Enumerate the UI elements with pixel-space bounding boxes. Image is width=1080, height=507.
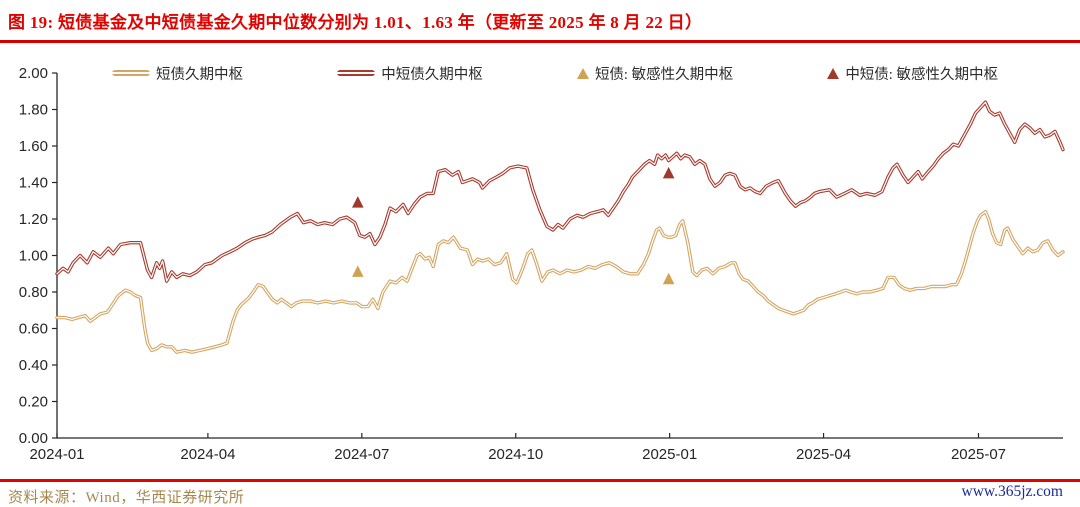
series-line-core [56, 101, 1064, 282]
mid-triangle-marker-icon [827, 67, 840, 79]
header-rule [0, 40, 1080, 43]
mid-line-marker-icon [337, 70, 376, 76]
short-triangle-marker-icon [576, 67, 589, 79]
x-tick-label: 2024-01 [29, 446, 84, 463]
x-tick-label: 2025-04 [796, 446, 851, 463]
axis-lines [56, 73, 1063, 439]
y-tick-label: 0.40 [19, 357, 48, 374]
y-tick-label: 1.00 [19, 248, 48, 265]
series-line-core [56, 211, 1064, 353]
y-tick-label: 2.00 [19, 65, 48, 82]
legend-item-mid-duration: 中短债久期中枢 [337, 63, 483, 84]
legend-label: 中短债久期中枢 [381, 66, 483, 83]
x-tick-label: 2024-04 [180, 446, 235, 463]
short-line-marker-icon [112, 70, 150, 76]
chart-legend: 短债久期中枢 中短债久期中枢 短债: 敏感性久期中枢 中短债: 敏感性久期中枢 [112, 63, 998, 83]
y-tick-label: 1.20 [19, 211, 48, 228]
sensitivity-triangle-marker [662, 272, 675, 285]
y-tick-label: 0.60 [19, 321, 48, 338]
legend-label: 中短债: 敏感性久期中枢 [845, 66, 998, 83]
x-tick-label: 2024-07 [334, 446, 389, 463]
legend-item-short-sensitive: 短债: 敏感性久期中枢 [576, 63, 734, 84]
x-tick-label: 2025-07 [951, 446, 1006, 463]
footer-rule [0, 479, 1080, 482]
series-line-outer [55, 100, 1065, 283]
sensitivity-triangle-marker [662, 166, 675, 179]
legend-item-mid-sensitive: 中短债: 敏感性久期中枢 [827, 63, 998, 84]
sensitivity-triangle-marker [351, 196, 364, 208]
sensitivity-triangle-marker [351, 265, 364, 277]
y-tick-label: 0.20 [19, 394, 48, 411]
y-tick-label: 1.80 [19, 102, 48, 119]
legend-item-short-duration: 短债久期中枢 [112, 63, 243, 84]
legend-label: 短债: 敏感性久期中枢 [594, 66, 734, 83]
site-watermark-link[interactable]: www.365jz.com [961, 483, 1063, 500]
data-source-note: 资料来源：Wind，华西证券研究所 [8, 490, 245, 506]
series-line-outer [55, 210, 1065, 354]
y-tick-label: 1.40 [19, 175, 48, 192]
figure-title: 图 19: 短债基金及中短债基金久期中位数分别为 1.01、1.63 年（更新至… [8, 13, 703, 32]
x-tick-label: 2024-10 [488, 446, 543, 463]
legend-label: 短债久期中枢 [156, 66, 243, 83]
y-tick-label: 0.00 [19, 430, 48, 447]
y-tick-label: 1.60 [19, 138, 48, 155]
y-tick-label: 0.80 [19, 284, 48, 301]
x-tick-label: 2025-01 [642, 446, 697, 463]
